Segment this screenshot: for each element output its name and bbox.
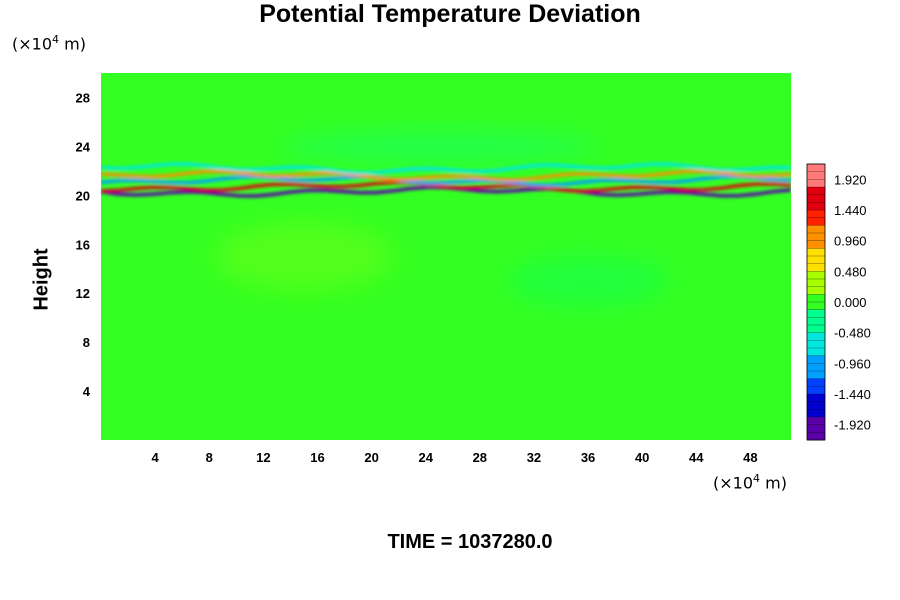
field-background: [101, 73, 791, 440]
band-feature: [101, 162, 791, 175]
band-feature: [101, 180, 791, 193]
field-texture: [508, 255, 669, 306]
x-tick-label: 36: [581, 450, 595, 465]
colorbar-segment: [807, 409, 825, 418]
colorbar-tick-label: 0.480: [834, 264, 867, 279]
colorbar-tick-label: 0.000: [834, 295, 867, 310]
colorbar-segment: [807, 225, 825, 234]
colorbar-segment: [807, 256, 825, 265]
colorbar-segment: [807, 286, 825, 295]
colorbar-segment: [807, 371, 825, 380]
colorbar-segment: [807, 355, 825, 364]
colorbar-segment: [807, 279, 825, 288]
colorbar-segment: [807, 417, 825, 426]
x-tick-label: 4: [152, 450, 160, 465]
band-feature: [101, 169, 791, 182]
colorbar-segment: [807, 386, 825, 395]
x-tick-label: 40: [635, 450, 649, 465]
colorbar-segment: [807, 294, 825, 303]
colorbar-tick-label: 0.960: [834, 234, 867, 249]
x-tick-label: 28: [473, 450, 487, 465]
colorbar-segment: [807, 424, 825, 433]
colorbar-segment: [807, 248, 825, 257]
colorbar-tick-label: -1.920: [834, 418, 871, 433]
y-tick-label: 16: [76, 237, 90, 252]
colorbar-segment: [807, 271, 825, 280]
colorbar-segment: [807, 325, 825, 334]
x-tick-label: 20: [364, 450, 378, 465]
colorbar-segment: [807, 240, 825, 249]
colorbar-segment: [807, 363, 825, 372]
colorbar-tick-label: -0.960: [834, 356, 871, 371]
colorbar-segment: [807, 378, 825, 387]
x-tick-label: 8: [206, 450, 213, 465]
x-tick-label: 12: [256, 450, 270, 465]
colorbar-segment: [807, 217, 825, 226]
colorbar-segment: [807, 302, 825, 311]
x-tick-label: 24: [418, 450, 433, 465]
x-tick-label: 48: [743, 450, 757, 465]
colorbar-tick-label: -1.440: [834, 387, 871, 402]
time-label: TIME = 1037280.0: [387, 531, 553, 553]
colorbar-tick-label: 1.920: [834, 172, 867, 187]
y-tick-label: 8: [83, 335, 90, 350]
colorbar-segment: [807, 233, 825, 242]
colorbar-segment: [807, 179, 825, 188]
colorbar-segment: [807, 309, 825, 318]
y-tick-label: 28: [76, 90, 90, 105]
colorbar-segment: [807, 432, 825, 441]
colorbar-tick-label: -0.480: [834, 326, 871, 341]
band-feature: [101, 174, 791, 188]
plot-area: [101, 73, 791, 440]
x-tick-label: 32: [527, 450, 541, 465]
colorbar-segment: [807, 263, 825, 272]
colorbar: 1.920 1.440 0.960 0.480 0.000 -0.480 -0.960 -1.…: [806, 163, 871, 441]
colorbar-segment: [807, 171, 825, 180]
colorbar-segment: [807, 340, 825, 349]
x-axis-ticks: 4 8 12 16 20 24 28 32 36 40 44 48: [152, 450, 758, 465]
colorbar-segment: [807, 194, 825, 203]
x-tick-label: 44: [689, 450, 704, 465]
x-axis-unit: (×104 m): [713, 472, 787, 493]
x-tick-label: 16: [310, 450, 324, 465]
colorbar-segment: [807, 317, 825, 326]
colorbar-segment: [807, 210, 825, 219]
y-tick-label: 12: [76, 286, 90, 301]
colorbar-border: [806, 163, 826, 441]
y-axis-unit: (×104 m): [12, 33, 86, 54]
field-texture: [279, 132, 600, 161]
y-tick-label: 20: [76, 188, 90, 203]
colorbar-segment: [807, 187, 825, 196]
y-tick-label: 4: [83, 384, 91, 399]
colorbar-tick-label: 1.440: [834, 203, 867, 218]
y-axis-ticks: 4 8 12 16 20 24 28: [76, 90, 91, 399]
colorbar-segment: [807, 332, 825, 341]
chart-title: Potential Temperature Deviation: [259, 0, 641, 28]
y-tick-label: 24: [76, 139, 91, 154]
colorbar-segment: [807, 394, 825, 403]
colorbar-segment: [807, 202, 825, 211]
colorbar-segment: [807, 164, 825, 173]
field-texture: [213, 221, 394, 292]
colorbar-segment: [807, 348, 825, 357]
colorbar-segment: [807, 401, 825, 410]
